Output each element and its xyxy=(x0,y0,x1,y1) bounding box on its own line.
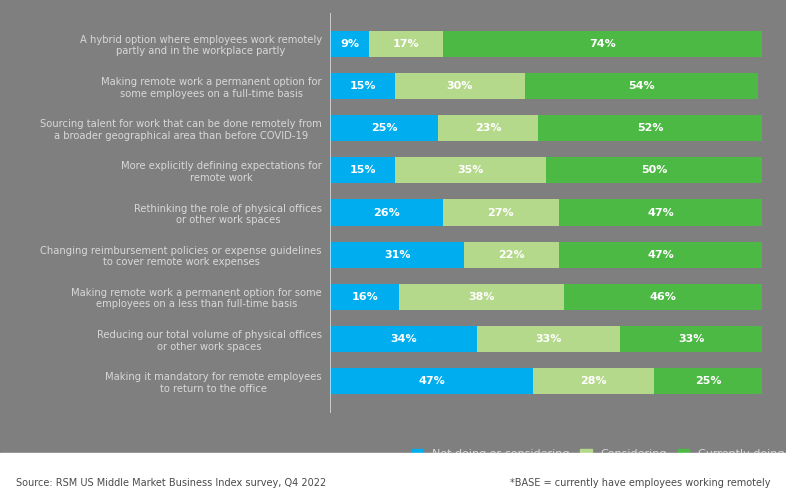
Text: 17%: 17% xyxy=(392,39,419,49)
Text: 38%: 38% xyxy=(468,292,494,302)
Text: Source: RSM US Middle Market Business Index survey, Q4 2022: Source: RSM US Middle Market Business In… xyxy=(16,478,326,488)
Bar xyxy=(443,30,762,57)
Text: 47%: 47% xyxy=(648,208,674,218)
Text: 23%: 23% xyxy=(475,123,501,133)
Bar xyxy=(477,326,619,352)
Bar xyxy=(564,284,762,310)
Bar xyxy=(330,242,464,268)
Text: 26%: 26% xyxy=(373,208,400,218)
Text: *BASE = currently have employees working remotely: *BASE = currently have employees working… xyxy=(510,478,770,488)
Bar xyxy=(525,73,758,99)
Text: 16%: 16% xyxy=(351,292,378,302)
Bar xyxy=(560,200,762,226)
Bar xyxy=(395,157,546,184)
Text: 25%: 25% xyxy=(695,376,722,386)
Bar xyxy=(330,284,399,310)
Bar xyxy=(533,368,654,394)
Text: 28%: 28% xyxy=(581,376,607,386)
Text: 46%: 46% xyxy=(649,292,677,302)
Bar xyxy=(395,73,525,99)
Text: 52%: 52% xyxy=(637,123,663,133)
Bar xyxy=(330,30,369,57)
Text: 35%: 35% xyxy=(457,166,484,175)
Text: 9%: 9% xyxy=(340,39,359,49)
Bar xyxy=(546,157,762,184)
Bar xyxy=(443,200,559,226)
Legend: Not doing or considering, Considering, Currently doing: Not doing or considering, Considering, C… xyxy=(412,448,784,459)
Text: 54%: 54% xyxy=(628,81,655,91)
Text: 50%: 50% xyxy=(641,166,667,175)
Bar xyxy=(399,284,564,310)
Bar xyxy=(330,115,439,141)
Bar xyxy=(330,157,395,184)
Text: 30%: 30% xyxy=(446,81,473,91)
Text: 22%: 22% xyxy=(498,250,525,260)
Bar xyxy=(655,368,762,394)
Bar xyxy=(330,200,443,226)
Bar xyxy=(330,326,477,352)
Text: 15%: 15% xyxy=(349,81,376,91)
Text: 25%: 25% xyxy=(371,123,398,133)
Bar xyxy=(619,326,762,352)
Text: 47%: 47% xyxy=(418,376,445,386)
Text: 34%: 34% xyxy=(391,334,417,344)
Bar xyxy=(560,242,762,268)
Text: 27%: 27% xyxy=(487,208,514,218)
Text: 15%: 15% xyxy=(349,166,376,175)
Bar xyxy=(464,242,560,268)
Bar xyxy=(369,30,443,57)
Bar xyxy=(330,368,533,394)
Text: 33%: 33% xyxy=(535,334,562,344)
Text: 33%: 33% xyxy=(678,334,704,344)
Text: 31%: 31% xyxy=(384,250,410,260)
Bar xyxy=(538,115,762,141)
Bar xyxy=(330,73,395,99)
Text: 74%: 74% xyxy=(589,39,616,49)
Bar xyxy=(439,115,538,141)
Text: 47%: 47% xyxy=(648,250,674,260)
